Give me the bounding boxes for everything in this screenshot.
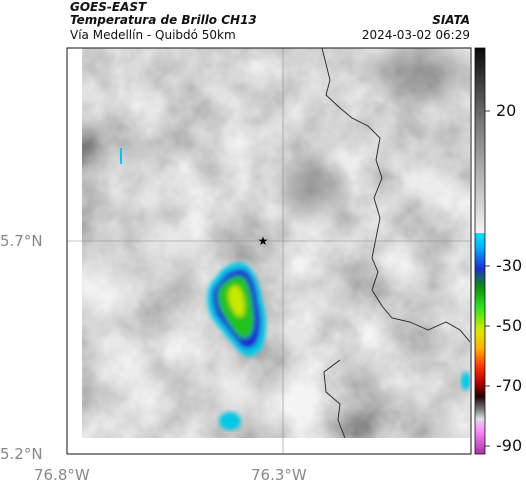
convective-cell	[207, 262, 266, 357]
edge-cell	[461, 372, 470, 390]
satellite-image	[82, 48, 470, 438]
lat-label-5-7: 5.7°N	[0, 232, 43, 250]
lon-label-76-3: 76.3°W	[251, 466, 307, 484]
colorbar-tick-minus50: -50	[496, 316, 523, 335]
star-icon: ★	[258, 234, 269, 248]
cyan-artifact	[120, 148, 122, 164]
satellite-name: GOES-EAST	[70, 0, 147, 14]
colorbar	[474, 47, 490, 455]
plot-frame	[66, 47, 472, 455]
border-line	[321, 48, 470, 343]
colorbar-tick-20: 20	[496, 101, 517, 120]
timestamp: 2024-03-02 06:29	[361, 28, 470, 42]
agency-name: SIATA	[432, 13, 470, 27]
product-title: Temperatura de Brillo CH13	[70, 13, 257, 27]
border-line-south	[323, 359, 346, 438]
lon-label-76-8: 76.8°W	[34, 466, 90, 484]
route-subtitle: Vía Medellín - Quibdó 50km	[70, 28, 236, 42]
colorbar-tick-minus90: -90	[496, 436, 523, 455]
colorbar-tick-minus30: -30	[496, 256, 523, 275]
small-cell	[219, 412, 241, 430]
colorbar-tick-minus70: -70	[496, 376, 523, 395]
lat-label-5-2: 5.2°N	[0, 445, 43, 463]
